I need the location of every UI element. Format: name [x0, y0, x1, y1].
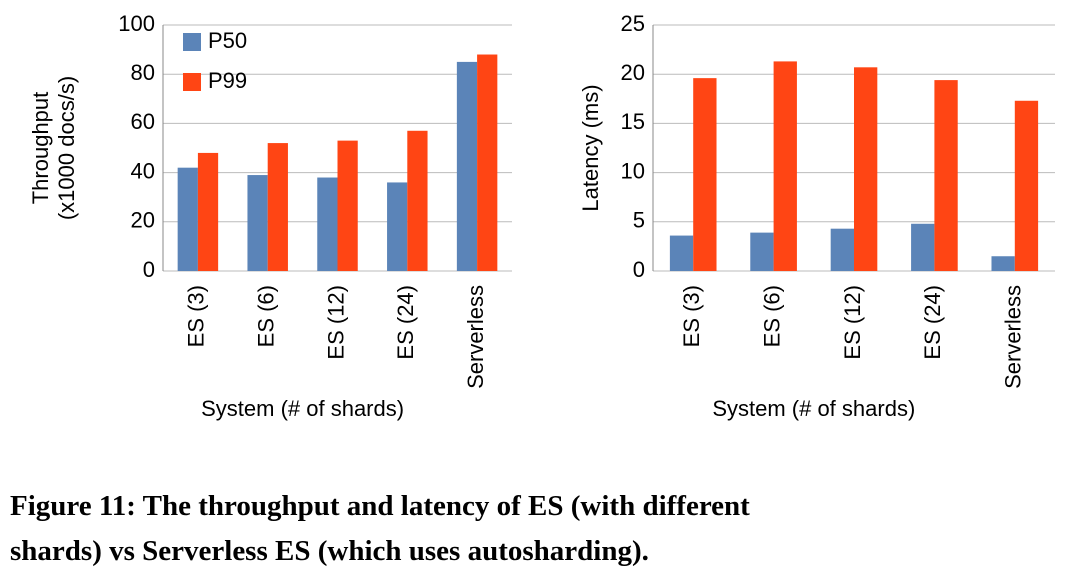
- y-axis-label: Throughput: [28, 92, 53, 205]
- x-tick-label: ES (12): [323, 285, 348, 360]
- x-tick-label: ES (24): [920, 285, 945, 360]
- x-tick-label: ES (12): [840, 285, 865, 360]
- bar: [669, 235, 694, 271]
- bar: [247, 175, 268, 271]
- y-tick-label: 25: [621, 11, 645, 36]
- x-tick-label: ES (3): [184, 285, 209, 347]
- y-tick-label: 40: [131, 158, 155, 183]
- y-tick-label: 20: [621, 60, 645, 85]
- caption-line: shards) vs Serverless ES (which uses aut…: [10, 535, 649, 567]
- y-tick-label: 15: [621, 109, 645, 134]
- bar: [407, 130, 428, 271]
- x-tick-label: Serverless: [463, 285, 488, 389]
- bar: [177, 167, 198, 271]
- x-axis-label: System (# of shards): [201, 396, 404, 421]
- x-tick-label: ES (3): [679, 285, 704, 347]
- y-tick-label: 60: [131, 109, 155, 134]
- bar: [693, 78, 717, 271]
- x-tick-label: ES (6): [254, 285, 279, 347]
- y-tick-label: 20: [131, 208, 155, 233]
- bar: [934, 80, 958, 271]
- bar: [773, 61, 797, 271]
- y-axis-label: (x1000 docs/s): [54, 76, 79, 220]
- y-tick-label: 0: [143, 257, 155, 282]
- bar: [750, 232, 774, 271]
- bar: [387, 182, 408, 271]
- x-tick-label: ES (24): [393, 285, 418, 360]
- caption-line: Figure 11: The throughput and latency of…: [10, 490, 750, 522]
- bar: [197, 152, 219, 271]
- y-tick-label: 0: [633, 257, 645, 282]
- bar: [456, 61, 478, 272]
- bar: [317, 177, 338, 271]
- legend-label: P99: [208, 68, 247, 93]
- legend-swatch: [183, 73, 201, 91]
- bar: [477, 54, 498, 271]
- bar: [854, 67, 878, 271]
- bar: [911, 223, 935, 271]
- bar: [830, 228, 854, 271]
- y-axis-label: Latency (ms): [578, 84, 603, 211]
- y-tick-label: 10: [621, 158, 645, 183]
- bar: [1014, 100, 1039, 271]
- x-tick-label: ES (6): [759, 285, 784, 347]
- bar: [991, 256, 1015, 271]
- legend-swatch: [183, 33, 201, 51]
- x-tick-label: Serverless: [1001, 285, 1026, 389]
- bar: [267, 143, 288, 271]
- x-axis-label: System (# of shards): [712, 396, 915, 421]
- legend-label: P50: [208, 28, 247, 53]
- y-tick-label: 5: [633, 208, 645, 233]
- bar: [337, 140, 358, 271]
- y-tick-label: 80: [131, 60, 155, 85]
- y-tick-label: 100: [118, 11, 155, 36]
